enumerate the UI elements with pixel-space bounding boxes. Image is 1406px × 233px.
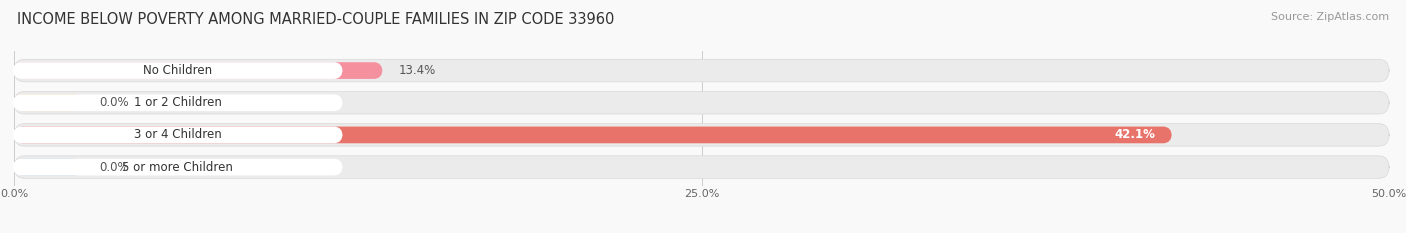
Text: INCOME BELOW POVERTY AMONG MARRIED-COUPLE FAMILIES IN ZIP CODE 33960: INCOME BELOW POVERTY AMONG MARRIED-COUPL… xyxy=(17,12,614,27)
FancyBboxPatch shape xyxy=(13,94,343,111)
Text: 42.1%: 42.1% xyxy=(1115,128,1156,141)
Text: Source: ZipAtlas.com: Source: ZipAtlas.com xyxy=(1271,12,1389,22)
FancyBboxPatch shape xyxy=(14,124,1389,146)
FancyBboxPatch shape xyxy=(13,62,343,79)
FancyBboxPatch shape xyxy=(14,92,1389,114)
Text: 0.0%: 0.0% xyxy=(100,96,129,109)
FancyBboxPatch shape xyxy=(14,62,382,79)
Text: 5 or more Children: 5 or more Children xyxy=(122,161,233,174)
Text: No Children: No Children xyxy=(143,64,212,77)
FancyBboxPatch shape xyxy=(14,156,1389,178)
Text: 0.0%: 0.0% xyxy=(100,161,129,174)
FancyBboxPatch shape xyxy=(13,127,343,143)
Text: 1 or 2 Children: 1 or 2 Children xyxy=(134,96,222,109)
Text: 13.4%: 13.4% xyxy=(399,64,436,77)
FancyBboxPatch shape xyxy=(14,59,1389,82)
FancyBboxPatch shape xyxy=(14,127,1171,143)
FancyBboxPatch shape xyxy=(14,94,83,111)
FancyBboxPatch shape xyxy=(13,159,343,175)
Text: 3 or 4 Children: 3 or 4 Children xyxy=(134,128,222,141)
FancyBboxPatch shape xyxy=(14,159,83,175)
